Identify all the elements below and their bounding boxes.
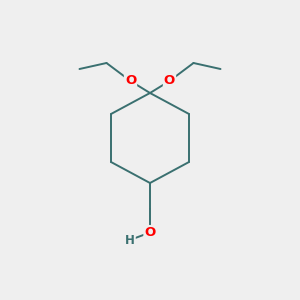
Text: O: O [164,74,175,88]
Text: O: O [125,74,136,88]
Text: O: O [144,226,156,239]
Text: H: H [125,233,135,247]
